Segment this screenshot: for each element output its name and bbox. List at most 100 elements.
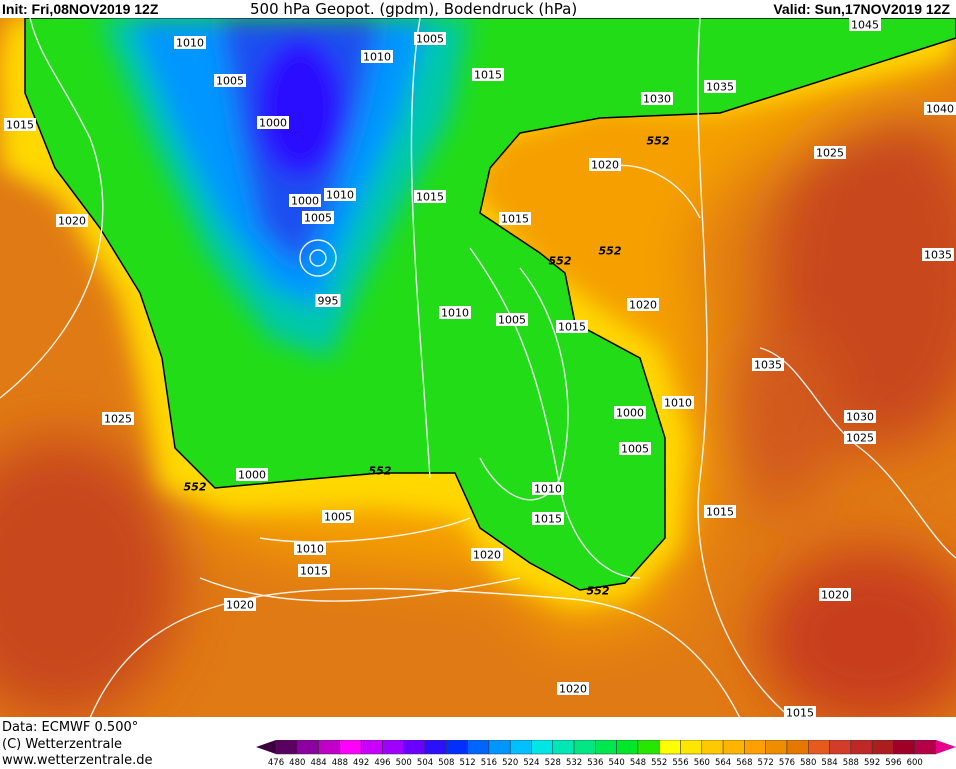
isobar-label: 1010 [324, 188, 356, 202]
isobar-label: 1005 [214, 74, 246, 88]
isobar-label: 1040 [924, 102, 956, 116]
svg-text:1010: 1010 [363, 51, 391, 64]
colorbar-swatch [467, 740, 490, 755]
svg-text:1000: 1000 [616, 407, 644, 420]
isobar-label: 1000 [289, 194, 321, 208]
svg-text:1020: 1020 [821, 589, 849, 602]
svg-text:1015: 1015 [558, 321, 586, 334]
colorbar-tick-label: 500 [396, 758, 412, 768]
svg-text:552: 552 [549, 255, 572, 268]
colorbar-swatch [552, 740, 575, 755]
colorbar-tick-label: 520 [502, 758, 518, 768]
isobar-label: 995 [315, 294, 341, 308]
colorbar-swatch [382, 740, 404, 755]
svg-text:552: 552 [587, 585, 610, 598]
colorbar-tick-label: 548 [630, 758, 646, 768]
colorbar-tick-label: 564 [715, 758, 731, 768]
colorbar-swatch [722, 740, 745, 755]
isobar-label: 1010 [174, 36, 206, 50]
colorbar-swatch [871, 740, 894, 755]
svg-text:1020: 1020 [473, 549, 501, 562]
isobar-label: 1005 [302, 211, 334, 225]
isobar-label: 552 [549, 255, 572, 268]
isobar-label: 1020 [224, 598, 256, 612]
isobar-label: 1025 [814, 146, 846, 160]
colorbar-swatch [446, 740, 468, 755]
svg-text:552: 552 [184, 481, 207, 494]
isobar-label: 1005 [322, 510, 354, 524]
isobar-label: 1030 [844, 410, 876, 424]
isobar-label: 1035 [922, 248, 954, 262]
svg-text:1020: 1020 [559, 683, 587, 696]
colorbar-low-arrow [256, 740, 276, 754]
colorbar-tick-label: 584 [821, 758, 837, 768]
isobar-label: 1020 [557, 682, 589, 696]
svg-text:1015: 1015 [501, 213, 529, 226]
data-source: Data: ECMWF 0.500° [2, 720, 139, 735]
svg-text:1035: 1035 [706, 81, 734, 94]
colorbar-swatch [658, 740, 681, 755]
colorbar-tick-label: 568 [736, 758, 752, 768]
isobar-label: 1030 [641, 92, 673, 106]
colorbar-tick-label: 588 [843, 758, 859, 768]
colorbar-tick-label: 504 [417, 758, 433, 768]
svg-text:1015: 1015 [534, 513, 562, 526]
isobar-label: 1015 [704, 505, 736, 519]
svg-text:1025: 1025 [846, 432, 874, 445]
svg-text:1010: 1010 [296, 543, 324, 556]
svg-text:1035: 1035 [754, 359, 782, 372]
low-pressure-core [100, 18, 470, 358]
isobar-label: 1020 [627, 298, 659, 312]
svg-text:1010: 1010 [441, 307, 469, 320]
isobar-label: 1015 [556, 320, 588, 334]
colorbar-swatch [765, 740, 788, 755]
colorbar-tick-label: 556 [672, 758, 688, 768]
svg-text:1000: 1000 [238, 469, 266, 482]
colorbar-tick-label: 476 [268, 758, 284, 768]
svg-text:1015: 1015 [6, 119, 34, 132]
svg-text:1015: 1015 [300, 565, 328, 578]
svg-text:995: 995 [318, 295, 339, 308]
colorbar-swatch [297, 740, 319, 755]
svg-text:1005: 1005 [498, 314, 526, 327]
colorbar-swatch [573, 740, 596, 755]
isobar-label: 1015 [472, 68, 504, 82]
isobar-label: 1015 [532, 512, 564, 526]
website-link[interactable]: www.wetterzentrale.de [2, 753, 153, 768]
isobar-label: 1010 [532, 482, 564, 496]
colorbar-swatch [360, 740, 383, 755]
svg-text:1005: 1005 [216, 75, 244, 88]
svg-text:1015: 1015 [786, 707, 814, 718]
colorbar-tick-label: 516 [481, 758, 497, 768]
colorbar-tick-label: 532 [566, 758, 582, 768]
colorbar-tick-label: 480 [289, 758, 305, 768]
colorbar-tick-label: 508 [438, 758, 454, 768]
svg-text:1035: 1035 [924, 249, 952, 262]
colorbar-swatch [914, 740, 937, 755]
svg-text:1010: 1010 [176, 37, 204, 50]
colorbar-tick-label: 536 [587, 758, 603, 768]
isobar-label: 1010 [361, 50, 393, 64]
isobar-labels: 1010 1005 1010 1015 1035 1030 1045 1040 1005 1000… [4, 18, 956, 717]
svg-text:1000: 1000 [259, 117, 287, 130]
colorbar-swatch [744, 740, 766, 755]
svg-text:1010: 1010 [326, 189, 354, 202]
svg-text:1025: 1025 [816, 147, 844, 160]
colorbar-tick-label: 484 [310, 758, 326, 768]
isobar-label: 552 [599, 245, 622, 258]
isobar-label: 552 [184, 481, 207, 494]
svg-text:1010: 1010 [664, 397, 692, 410]
colorbar-tick-label: 572 [758, 758, 774, 768]
isobar-label: 1000 [614, 406, 646, 420]
isobar-label: 1035 [752, 358, 784, 372]
colorbar-swatch [616, 740, 639, 755]
isobar-label: 1020 [471, 548, 503, 562]
svg-text:1025: 1025 [104, 413, 132, 426]
colorbar-swatch [424, 740, 447, 755]
isobar-label: 1015 [499, 212, 531, 226]
isobar-label: 1020 [56, 214, 88, 228]
svg-text:1000: 1000 [291, 195, 319, 208]
colorbar-swatch [403, 740, 426, 755]
colorbar-swatch [275, 740, 298, 755]
weather-map: 1010 1005 1010 1015 1035 1030 1045 1040 1005 1000… [0, 18, 956, 717]
